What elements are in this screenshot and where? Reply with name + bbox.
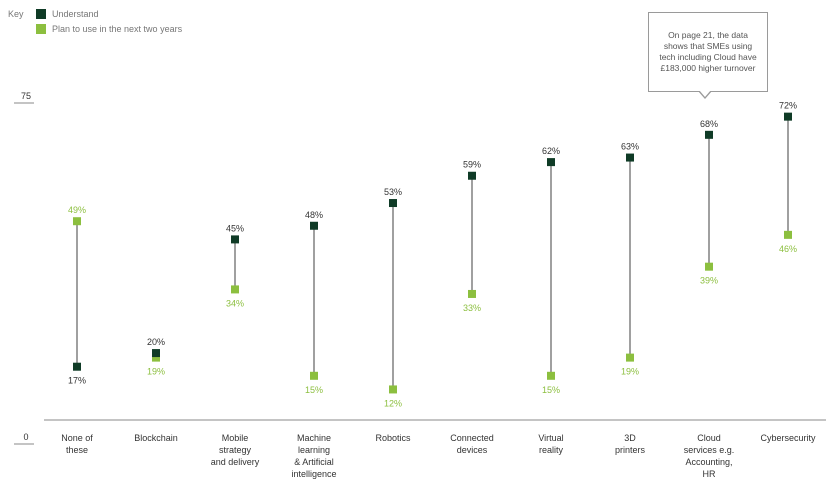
label-plan-1: 19% xyxy=(147,367,165,377)
label-understand-7: 63% xyxy=(621,142,639,152)
legend-understand-label: Understand xyxy=(52,8,99,19)
category-label-6: Virtual reality xyxy=(538,433,563,455)
label-plan-2: 34% xyxy=(226,298,244,308)
label-understand-0: 17% xyxy=(68,376,86,386)
legend-plan-swatch xyxy=(36,23,46,34)
label-understand-5: 59% xyxy=(463,160,481,170)
marker-plan-1 xyxy=(152,353,160,362)
marker-understand-5 xyxy=(468,171,476,180)
label-plan-5: 33% xyxy=(463,303,481,313)
label-understand-2: 45% xyxy=(226,223,244,233)
legend: Key Understand Plan to use in the next t… xyxy=(8,6,182,36)
legend-understand-swatch xyxy=(36,8,46,19)
marker-plan-5 xyxy=(468,289,476,298)
callout-text: On page 21, the data shows that SMEs usi… xyxy=(659,30,757,73)
category-label-4: Robotics xyxy=(375,433,411,443)
category-label-5: Connected devices xyxy=(450,433,494,455)
label-plan-9: 46% xyxy=(779,244,797,254)
marker-understand-4 xyxy=(389,199,397,208)
label-understand-4: 53% xyxy=(384,187,402,197)
callout-box: On page 21, the data shows that SMEs usi… xyxy=(648,12,768,92)
marker-plan-9 xyxy=(784,230,792,239)
marker-understand-2 xyxy=(231,235,239,244)
marker-understand-8 xyxy=(705,130,713,139)
marker-plan-4 xyxy=(389,385,397,394)
y-tick-label-75: 75 xyxy=(21,91,31,101)
marker-plan-0 xyxy=(73,217,81,226)
label-plan-8: 39% xyxy=(700,276,718,286)
legend-plan-label: Plan to use in the next two years xyxy=(52,23,183,34)
label-understand-9: 72% xyxy=(779,101,797,111)
label-understand-8: 68% xyxy=(700,119,718,129)
category-label-2: Mobile strategy and delivery xyxy=(211,433,260,467)
marker-understand-3 xyxy=(310,221,318,230)
label-understand-6: 62% xyxy=(542,146,560,156)
y-tick-label-0: 0 xyxy=(23,432,28,442)
label-plan-6: 15% xyxy=(542,385,560,395)
marker-plan-8 xyxy=(705,262,713,271)
marker-plan-6 xyxy=(547,371,555,380)
marker-understand-6 xyxy=(547,158,555,167)
label-plan-3: 15% xyxy=(305,385,323,395)
label-plan-0: 49% xyxy=(68,205,86,215)
category-label-7: 3D printers xyxy=(615,433,646,455)
marker-understand-1 xyxy=(152,349,160,358)
legend-key-label: Key xyxy=(8,8,24,19)
label-plan-7: 19% xyxy=(621,367,639,377)
category-label-9: Cybersecurity xyxy=(760,433,816,443)
label-understand-1: 20% xyxy=(147,337,165,347)
marker-plan-2 xyxy=(231,285,239,294)
marker-plan-7 xyxy=(626,353,634,362)
category-label-8: Cloud services e.g. Accounting, HR xyxy=(684,433,735,479)
marker-plan-3 xyxy=(310,371,318,380)
label-understand-3: 48% xyxy=(305,210,323,220)
marker-understand-0 xyxy=(73,362,81,371)
category-label-0: None of these xyxy=(61,433,93,455)
label-plan-4: 12% xyxy=(384,398,402,408)
category-label-1: Blockchain xyxy=(134,433,178,443)
category-label-3: Machine learning & Artificial intelligence xyxy=(291,433,336,479)
marker-understand-7 xyxy=(626,153,634,162)
marker-understand-9 xyxy=(784,112,792,121)
